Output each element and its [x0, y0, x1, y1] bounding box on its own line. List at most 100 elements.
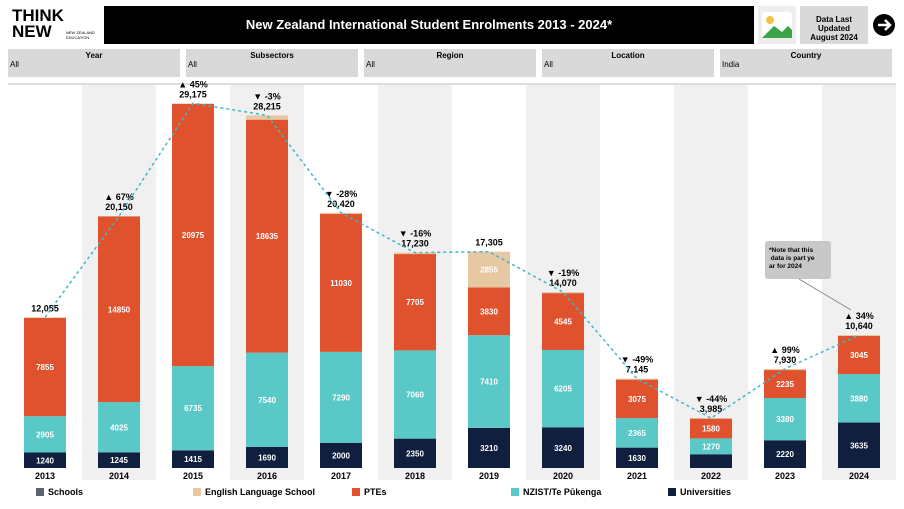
total-label: 12,055: [31, 303, 59, 313]
bar-segment: [690, 418, 732, 439]
bar-segment: [764, 398, 806, 441]
change-label: ▲ 99%: [770, 345, 799, 355]
change-label: ▼ -44%: [695, 394, 727, 404]
logo-sub: NEW ZEALAND EDUCATION: [66, 30, 95, 40]
total-label: 14,070: [549, 278, 577, 288]
segment-label: 7705: [406, 298, 424, 307]
segment-label: 1630: [628, 454, 646, 463]
total-label: 17,305: [475, 238, 503, 248]
logo-line: THINK: [12, 6, 64, 25]
bar-segment: [172, 103, 214, 367]
legend-label: Universities: [680, 487, 731, 497]
bar-segment: [468, 335, 510, 428]
change-label: ▲ 45%: [178, 79, 207, 89]
bar-segment: [394, 438, 436, 468]
filter[interactable]: Location All: [542, 49, 714, 77]
bar-segment: [542, 293, 584, 350]
filter-value: All: [10, 60, 19, 69]
bar-segment: [320, 351, 362, 443]
total-label: 29,175: [179, 89, 207, 99]
bar-segment: [542, 349, 584, 428]
segment-label: 1270: [702, 442, 720, 451]
column-band: [230, 85, 304, 480]
filter[interactable]: Region All: [364, 49, 536, 77]
segment-label: 3380: [776, 415, 794, 424]
x-tick-label: 2023: [775, 471, 795, 481]
segment-label: 11030: [330, 279, 352, 288]
filter-label: Location: [611, 51, 645, 60]
segment-label: 1690: [258, 453, 276, 462]
filter[interactable]: Country India: [720, 49, 892, 77]
x-tick-label: 2014: [109, 471, 129, 481]
bar-segment: [542, 427, 584, 468]
bar-segment: [24, 318, 66, 417]
filter-value: India: [722, 60, 740, 69]
x-tick-label: 2015: [183, 471, 203, 481]
bar-segment: [320, 443, 362, 468]
change-label: ▼ -49%: [621, 355, 653, 365]
segment-label: 7540: [258, 396, 276, 405]
segment-label: 7855: [36, 363, 54, 372]
segment-label: 3830: [480, 307, 498, 316]
total-label: 17,230: [401, 239, 429, 249]
column-band: [674, 85, 748, 480]
segment-label: 1580: [702, 425, 720, 434]
segment-label: 3075: [628, 395, 646, 404]
column-band: [526, 85, 600, 480]
segment-label: 1415: [184, 455, 202, 464]
bar-segment: [172, 450, 214, 468]
legend-swatch: [352, 488, 360, 496]
logo-line: NEW: [12, 22, 52, 41]
bar-segment: [616, 418, 658, 448]
bar-segment: [838, 422, 880, 468]
legend-label: NZIST/Te Pūkenga: [523, 487, 602, 497]
next-button[interactable]: [872, 6, 896, 44]
bar-segment: [542, 292, 584, 294]
total-label: 20,420: [327, 199, 355, 209]
change-label: ▼ -3%: [253, 91, 280, 101]
x-tick-label: 2017: [331, 471, 351, 481]
bar-segment: [764, 368, 806, 371]
segment-label: 2000: [332, 452, 350, 461]
bar-segment: [468, 251, 510, 288]
bar-segment: [320, 212, 362, 214]
bar-segment: [690, 454, 732, 468]
legend-label: English Language School: [205, 487, 315, 497]
total-label: 28,215: [253, 101, 281, 111]
bar-segment: [246, 446, 288, 468]
legend-swatch: [193, 488, 201, 496]
filter-value: All: [188, 60, 197, 69]
segment-label: 14850: [108, 305, 131, 314]
bar-segment: [838, 335, 880, 336]
filter-value: All: [366, 60, 375, 69]
trend-line: [44, 102, 860, 420]
change-label: ▲ 34%: [844, 311, 873, 321]
bar-segment: [838, 374, 880, 423]
filter-label: Country: [790, 51, 822, 60]
filter-label: Region: [436, 51, 464, 60]
bar-segment: [764, 370, 806, 398]
change-label: ▼ -28%: [325, 189, 357, 199]
column-band: [822, 85, 896, 480]
legend-swatch: [668, 488, 676, 496]
bar-segment: [616, 379, 658, 419]
segment-label: 7290: [332, 393, 350, 402]
x-tick-label: 2020: [553, 471, 573, 481]
segment-label: 2855: [480, 266, 498, 275]
x-tick-label: 2018: [405, 471, 425, 481]
change-label: ▼ -16%: [399, 229, 431, 239]
x-tick-label: 2016: [257, 471, 277, 481]
filter[interactable]: Subsectors All: [186, 49, 358, 77]
updated-line: Data Last Updated: [815, 15, 852, 33]
change-label: ▼ -19%: [547, 268, 579, 278]
filter[interactable]: Year All: [8, 49, 180, 77]
column-band: [82, 85, 156, 480]
bar-segment: [172, 103, 214, 104]
segment-label: 2905: [36, 430, 54, 439]
segment-label: 4025: [110, 423, 128, 432]
updated: Data Last Updated August 2024: [800, 6, 868, 44]
segment-label: 3240: [554, 444, 572, 453]
x-tick-label: 2024: [849, 471, 869, 481]
segment-label: 3210: [480, 444, 498, 453]
title: New Zealand International Student Enrolm…: [104, 6, 754, 44]
